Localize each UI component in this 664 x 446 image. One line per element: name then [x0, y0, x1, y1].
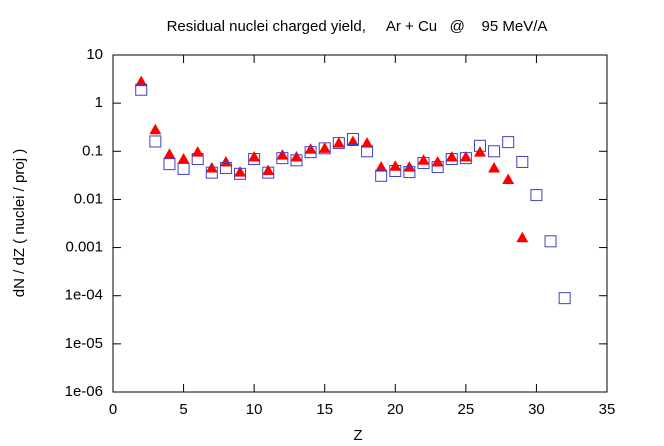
data-point	[375, 161, 388, 172]
chart-title: Residual nuclei charged yield, Ar + Cu @…	[167, 18, 548, 35]
data-point	[163, 158, 176, 171]
data-point	[558, 292, 571, 305]
data-point	[417, 154, 430, 165]
data-point	[149, 135, 162, 148]
data-point	[191, 153, 204, 166]
y-tick-label: 1e-05	[65, 335, 103, 352]
data-point	[304, 143, 317, 154]
y-tick-label: 0.01	[74, 190, 103, 207]
x-axis-label: Z	[353, 427, 362, 444]
data-point	[234, 167, 247, 180]
data-point	[516, 155, 529, 168]
data-point	[304, 146, 317, 159]
y-tick-label: 1	[95, 94, 103, 111]
x-tick-label: 25	[458, 401, 475, 418]
data-point	[248, 153, 261, 166]
data-point	[502, 173, 515, 184]
data-point	[177, 153, 190, 164]
data-point	[332, 137, 345, 150]
data-point	[459, 151, 472, 162]
data-point	[346, 132, 359, 145]
data-point	[544, 235, 557, 248]
data-point	[361, 137, 374, 148]
data-point	[488, 145, 501, 158]
data-point	[135, 83, 148, 96]
data-point	[248, 151, 261, 162]
y-tick-label: 0.001	[65, 239, 103, 256]
x-tick-label: 35	[599, 401, 616, 418]
data-point	[135, 75, 148, 87]
x-tick-label: 10	[246, 401, 263, 418]
data-point	[332, 137, 345, 148]
data-point	[445, 151, 458, 162]
data-point	[516, 231, 529, 243]
data-point	[276, 152, 289, 165]
data-point	[417, 157, 430, 170]
data-point	[290, 151, 303, 162]
x-tick-label: 5	[179, 401, 187, 418]
data-point	[177, 162, 190, 175]
data-point	[445, 153, 458, 166]
y-axis-label: dN / dZ ( nuclei / proj )	[11, 149, 28, 297]
data-point	[149, 123, 162, 135]
data-point	[205, 166, 218, 179]
y-tick-label: 10	[86, 46, 103, 63]
data-point	[502, 136, 515, 149]
data-point	[219, 161, 232, 174]
data-point	[431, 161, 444, 174]
data-point	[276, 149, 289, 160]
plot-frame	[112, 54, 608, 393]
data-point	[361, 145, 374, 158]
x-tick-label: 20	[387, 401, 404, 418]
data-point	[375, 169, 388, 182]
data-point	[234, 166, 247, 177]
data-point	[318, 142, 331, 155]
data-point	[403, 166, 416, 179]
x-tick-label: 30	[528, 401, 545, 418]
y-tick-label: 1e-04	[65, 287, 103, 304]
data-point	[473, 139, 486, 152]
data-point	[459, 152, 472, 165]
y-tick-label: 0.1	[82, 142, 103, 159]
data-point	[530, 189, 543, 202]
x-tick-label: 15	[316, 401, 333, 418]
data-point	[219, 155, 232, 167]
y-tick-label: 1e-06	[65, 383, 103, 400]
data-point	[389, 164, 402, 177]
data-point	[163, 148, 176, 159]
data-point	[262, 164, 275, 175]
data-point	[488, 161, 501, 173]
data-point	[191, 146, 204, 157]
data-point	[262, 166, 275, 179]
x-tick-label: 0	[109, 401, 117, 418]
data-point	[290, 154, 303, 167]
data-point	[346, 135, 359, 146]
data-point	[318, 142, 331, 153]
